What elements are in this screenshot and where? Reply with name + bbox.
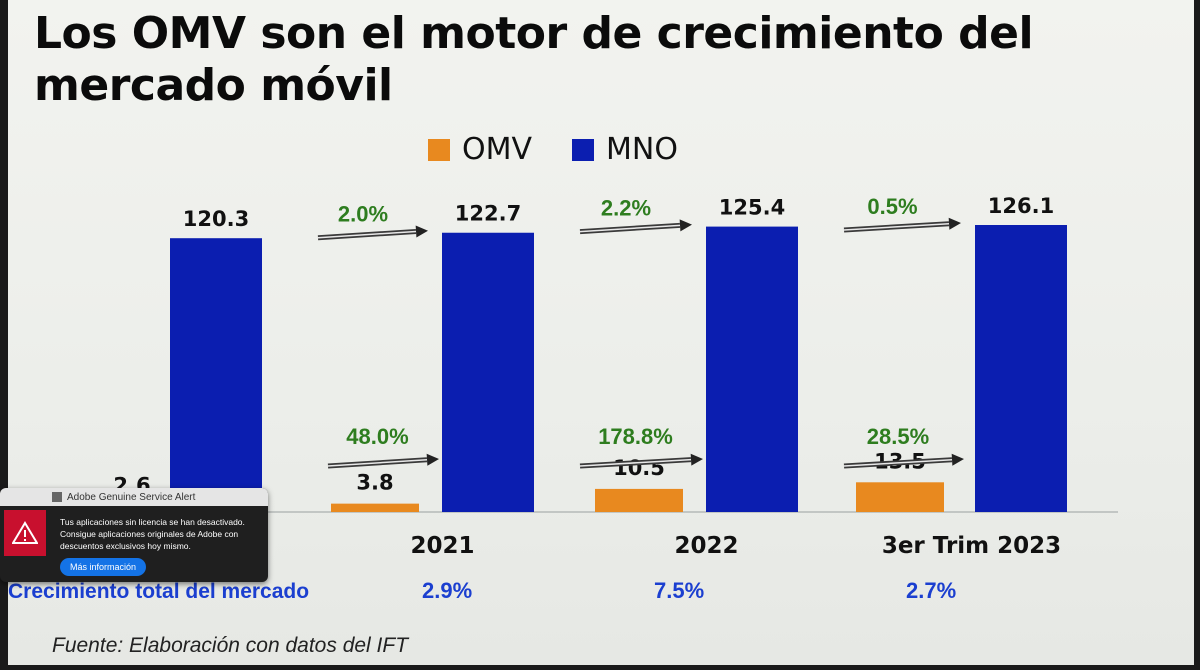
bar-mno-3 [975, 225, 1067, 512]
market-growth-2021: 2.9% [422, 578, 473, 603]
legend-label-mno: MNO [606, 132, 678, 167]
arrow-mno-2-shaft-highlight [843, 222, 950, 231]
warning-icon [4, 510, 46, 556]
arrow-omv-2-head [951, 453, 964, 466]
growth-mno-0: 2.0% [338, 202, 388, 227]
arrow-omv-2-shaft-highlight [843, 458, 953, 467]
category-label-1: 2021 [410, 533, 474, 559]
more-info-button[interactable]: Más información [60, 558, 147, 576]
bar-omv-3 [856, 482, 944, 512]
alert-message: Tus aplicaciones sin licencia se han des… [60, 517, 245, 551]
adobe-logo-icon [52, 492, 62, 502]
market-growth-row: Crecimiento total del mercado 2.9% 7.5% … [8, 574, 1194, 608]
bar-mno-2 [706, 226, 798, 512]
arrow-mno-1-shaft-highlight [579, 224, 681, 233]
label-mno-2: 125.4 [719, 196, 785, 220]
page-title: Los OMV son el motor de crecimiento del … [34, 8, 1034, 111]
category-label-2: 2022 [674, 533, 738, 559]
arrow-mno-1-head [679, 219, 692, 232]
market-growth-2022: 7.5% [654, 578, 705, 603]
bar-omv-1 [331, 503, 419, 512]
growth-omv-0: 48.0% [346, 424, 408, 449]
growth-mno-1: 2.2% [601, 196, 651, 221]
arrow-mno-0-shaft-highlight [317, 230, 417, 239]
bar-omv-2 [595, 488, 683, 512]
source-note: Fuente: Elaboración con datos del IFT [52, 634, 409, 657]
legend-item-omv: OMV [428, 132, 532, 167]
label-mno-1: 122.7 [455, 202, 521, 226]
legend-swatch-mno [572, 138, 595, 161]
arrow-omv-1-head [690, 453, 703, 466]
market-growth-label: Crecimiento total del mercado [8, 580, 310, 603]
alert-header: Adobe Genuine Service Alert [0, 488, 268, 506]
growth-omv-1: 178.8% [598, 424, 673, 449]
growth-omv-2: 28.5% [867, 424, 929, 449]
arrow-omv-0-shaft-highlight [327, 459, 428, 467]
label-omv-1: 3.8 [356, 471, 393, 495]
bar-mno-1 [442, 232, 534, 513]
growth-mno-2: 0.5% [867, 194, 917, 219]
arrow-mno-2-head [948, 217, 961, 230]
adobe-alert-popup[interactable]: Adobe Genuine Service Alert Tus aplicaci… [0, 488, 268, 582]
arrow-omv-0-head [426, 453, 439, 466]
legend-item-mno: MNO [572, 132, 678, 167]
label-mno-3: 126.1 [988, 194, 1054, 218]
bar-mno-0 [170, 238, 262, 513]
label-mno-0: 120.3 [183, 207, 249, 231]
market-growth-2023: 2.7% [906, 578, 957, 603]
legend-label-omv: OMV [462, 132, 533, 167]
bar-chart: 2.6120.33.8122.7202110.5125.4202213.5126… [68, 194, 1118, 559]
category-label-3: 3er Trim 2023 [882, 533, 1061, 559]
chart-legend: OMV MNO [428, 132, 718, 167]
legend-swatch-omv [428, 138, 450, 161]
alert-title: Adobe Genuine Service Alert [67, 491, 196, 503]
arrow-mno-0-head [415, 225, 428, 238]
arrow-omv-1-shaft-highlight [579, 458, 692, 467]
